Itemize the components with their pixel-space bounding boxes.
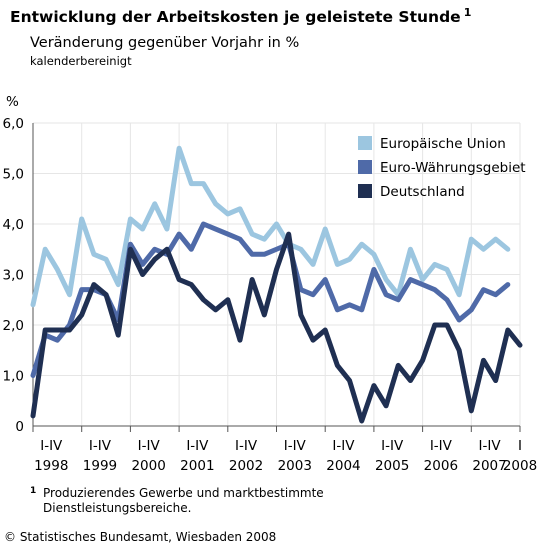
legend-swatch-de xyxy=(358,184,372,198)
y-tick-label: 1,0 xyxy=(3,369,24,385)
y-unit-label: % xyxy=(6,94,19,110)
legend-swatch-eu xyxy=(358,136,372,150)
legend-label-euro: Euro-Währungsgebiet xyxy=(380,160,526,176)
x-year-label: 2006 xyxy=(424,458,458,474)
x-period-label: I xyxy=(518,438,522,454)
x-year-label: 2000 xyxy=(131,458,165,474)
x-year-label: 2005 xyxy=(375,458,409,474)
x-period-label: I-IV xyxy=(40,438,63,454)
x-period-label: I-IV xyxy=(89,438,112,454)
x-tick-labels: I-IV 1998 I-IV 1999 I-IV 2000 I-IV 2001 I-IV 2002… xyxy=(34,438,537,474)
y-tick-labels: 6,0 5,0 4,0 3,0 2,0 1,0 0 xyxy=(3,116,24,435)
title-footnote-mark: 1 xyxy=(464,6,472,19)
footnote-line-1: Produzierendes Gewerbe und marktbestimmt… xyxy=(43,486,324,500)
x-year-label: 1998 xyxy=(34,458,68,474)
y-tick-label: 4,0 xyxy=(3,217,24,233)
data-series xyxy=(30,145,523,424)
title-text: Entwicklung der Arbeitskosten je geleist… xyxy=(10,8,461,26)
footnote: 1 Produzierendes Gewerbe und marktbestimm… xyxy=(30,486,324,515)
source-credit: © Statistisches Bundesamt, Wiesbaden 200… xyxy=(4,530,276,544)
legend: Europäische Union Euro-Währungsgebiet De… xyxy=(358,136,526,200)
y-tick-label: 0 xyxy=(15,419,24,435)
footnote-mark: 1 xyxy=(30,486,36,496)
series-line-de xyxy=(30,231,523,424)
x-period-label: I-IV xyxy=(479,438,502,454)
x-year-label: 2004 xyxy=(326,458,360,474)
x-period-label: I-IV xyxy=(332,438,355,454)
x-period-label: I-IV xyxy=(138,438,161,454)
chart-subtitle: Veränderung gegenüber Vorjahr in % xyxy=(30,35,299,51)
x-period-label: I-IV xyxy=(381,438,404,454)
y-tick-label: 2,0 xyxy=(3,318,24,334)
x-year-label: 2008 xyxy=(503,458,537,474)
x-year-label: 2003 xyxy=(278,458,312,474)
legend-label-de: Deutschland xyxy=(380,184,465,200)
footnote-line-2: Dienstleistungsbereiche. xyxy=(43,501,191,515)
chart-subtitle-2: kalenderbereinigt xyxy=(30,54,132,68)
y-tick-label: 6,0 xyxy=(3,116,24,132)
chart-title: Entwicklung der Arbeitskosten je geleist… xyxy=(10,6,471,26)
x-year-label: 2001 xyxy=(180,458,214,474)
x-year-label: 1999 xyxy=(83,458,117,474)
x-period-label: I-IV xyxy=(430,438,453,454)
x-period-label: I-IV xyxy=(284,438,307,454)
x-year-label: 2002 xyxy=(229,458,263,474)
x-period-label: I-IV xyxy=(235,438,258,454)
x-period-label: I-IV xyxy=(186,438,209,454)
y-tick-label: 5,0 xyxy=(3,167,24,183)
x-year-label: 2007 xyxy=(472,458,506,474)
legend-label-eu: Europäische Union xyxy=(380,136,506,152)
legend-swatch-euro xyxy=(358,160,372,174)
y-tick-label: 3,0 xyxy=(3,268,24,284)
series-line-eu xyxy=(30,145,511,308)
